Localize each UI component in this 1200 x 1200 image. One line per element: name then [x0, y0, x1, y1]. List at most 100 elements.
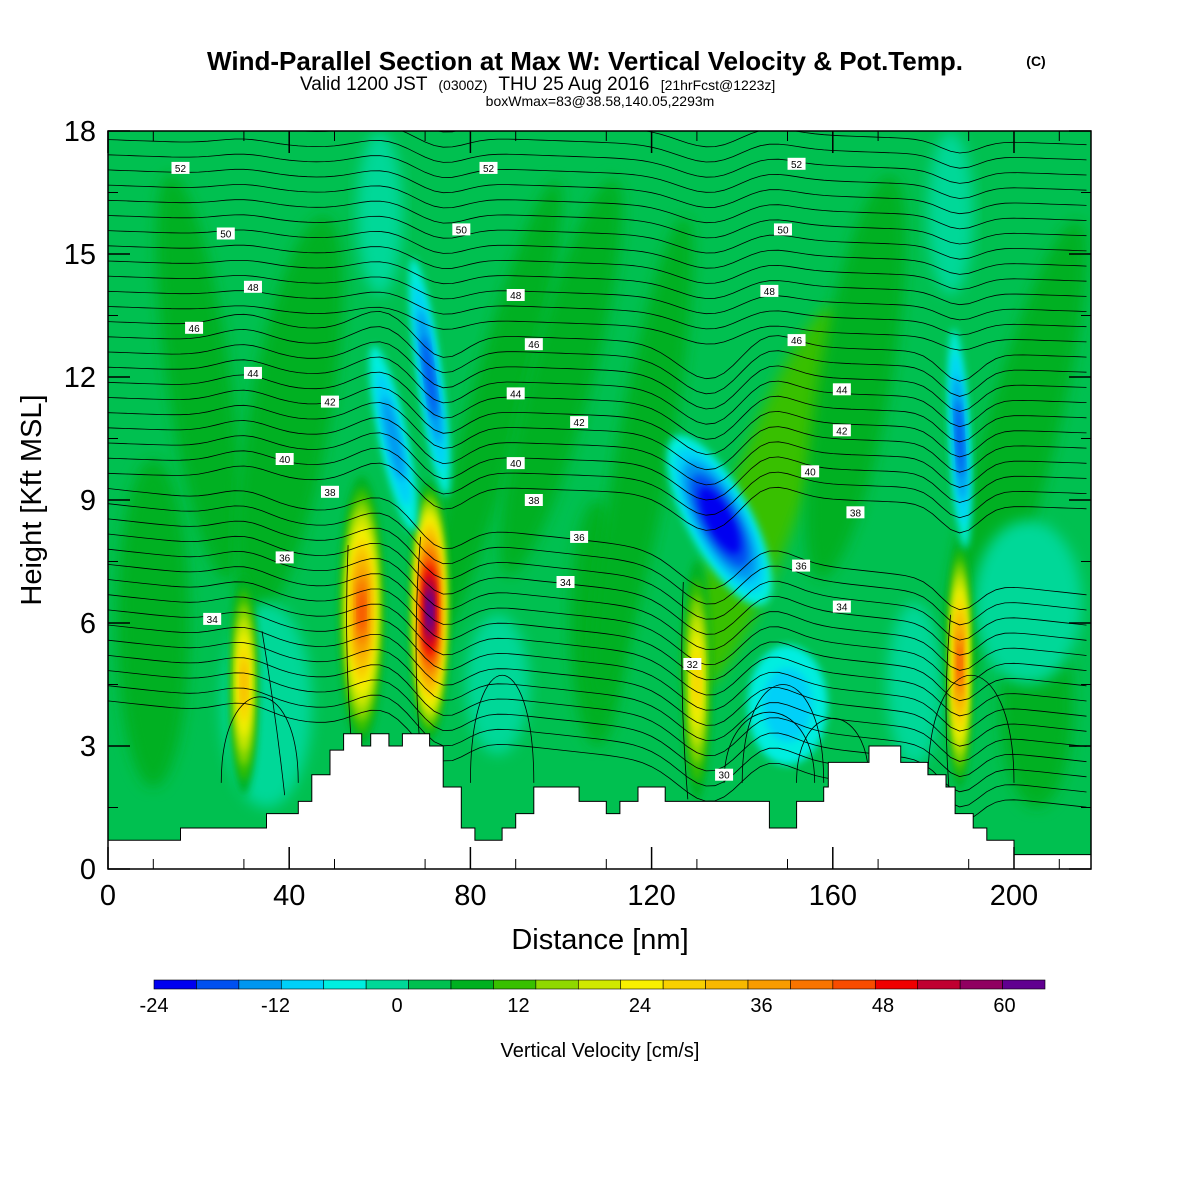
contour-label: 42 [320, 395, 339, 409]
valid-line: Valid 1200 JST (0300Z) THU 25 Aug 2016 [… [300, 74, 775, 95]
y-tick-label: 12 [64, 362, 96, 394]
colorbar-tick-label: 12 [507, 995, 529, 1017]
colorbar-tick-label: 36 [750, 995, 772, 1017]
field-band [499, 178, 623, 576]
terrain [108, 733, 1091, 869]
field-band [686, 306, 843, 694]
contour-label-text: 48 [510, 291, 522, 302]
contour-label-text: 38 [324, 488, 336, 499]
isentrope-line [108, 168, 1087, 215]
contour-label-text: 40 [279, 455, 291, 466]
colorbar-swatch [832, 979, 876, 990]
y-tick-label: 18 [64, 116, 96, 148]
contour-label-text: 50 [777, 225, 789, 236]
contour-label-text: 36 [574, 533, 586, 544]
isentrope-line [108, 275, 1087, 321]
colorbar-swatch [874, 979, 919, 990]
contour-label-text: 36 [796, 562, 808, 573]
contour-label: 42 [570, 416, 589, 429]
field-band [592, 216, 693, 702]
colorbar-label: Vertical Velocity [cm/s] [501, 1040, 700, 1062]
contour-labels: 52 52 52 50 50 50 48 48 48 46 46 46 44 44 44 42 42 42 40 40… [171, 157, 865, 782]
contour-label-text: 40 [510, 459, 522, 470]
colorbar-tick-label: -24 [140, 995, 169, 1017]
downdraft-shell [422, 335, 437, 419]
colorbar-swatch [620, 979, 664, 990]
contour-label: 48 [760, 284, 779, 298]
plot-area: 52 52 52 50 50 50 48 48 48 46 46 46 44 44 44 42 42 42 40 40… [108, 131, 1091, 869]
colorbar-swatch [747, 979, 791, 990]
colorbar-swatch [535, 979, 579, 990]
contour-label: 50 [773, 223, 792, 236]
contour-label-text: 42 [574, 418, 586, 429]
contour-label: 40 [506, 457, 525, 470]
isentrope-line [108, 290, 1087, 336]
contour-label-text: 48 [247, 283, 259, 294]
contour-label-text: 42 [324, 398, 336, 409]
contour-label: 32 [683, 658, 702, 671]
colorbar-swatch [1002, 979, 1046, 990]
isentrope-line [108, 356, 1087, 428]
colorbar-swatch [959, 979, 1003, 990]
isentrope-line [108, 655, 1087, 778]
isentrope-line [108, 259, 1087, 306]
contour-label-text: 40 [805, 467, 817, 478]
chart-titles: Wind-Parallel Section at Max W: Vertical… [207, 46, 1046, 109]
downdraft-shell [706, 499, 733, 542]
colorbar-tick-label: -12 [261, 995, 290, 1017]
colorbar-tick-label: 0 [391, 995, 402, 1017]
contour-label-text: 34 [207, 615, 219, 626]
contour-label: 52 [787, 157, 806, 171]
isentrope-line [108, 518, 1087, 641]
contour-label-text: 50 [456, 225, 468, 236]
isentrope-line [108, 341, 1087, 412]
isentrope-line [108, 564, 1087, 687]
contour-label-text: 46 [189, 324, 201, 335]
contour-label-text: 52 [175, 164, 187, 175]
downdraft-shell [382, 397, 405, 480]
isentrope-line [108, 579, 1087, 702]
colorbar-swatch [705, 979, 749, 990]
contour-label: 46 [787, 334, 806, 347]
isentrope-arc [220, 696, 299, 783]
contour-label-text: 30 [719, 771, 731, 782]
contour-label: 34 [203, 612, 222, 626]
isentrope-line [108, 624, 1087, 747]
contour-label-text: 46 [528, 340, 540, 351]
contour-label: 34 [832, 600, 851, 614]
isentrope-line [108, 305, 1087, 351]
contour-label-text: 38 [528, 496, 540, 507]
isentrope-line [108, 417, 1087, 488]
contour-label-text: 44 [247, 369, 259, 380]
isentrope-line [108, 229, 1087, 275]
colorbar-swatch [493, 979, 537, 990]
colorbar-swatch [280, 979, 325, 990]
contour-label-text: 52 [791, 160, 803, 171]
colorbar: -24 -12 0 12 24 36 48 60 [140, 979, 1046, 1017]
colorbar-swatch [196, 979, 240, 990]
contour-label: 36 [792, 559, 811, 573]
isentrope-line [108, 594, 1087, 717]
y-tick-label: 15 [64, 239, 96, 271]
field-band [235, 215, 343, 621]
isentrope-line [108, 447, 1087, 519]
contour-label: 36 [570, 530, 589, 544]
contour-label-text: 46 [791, 336, 803, 347]
isentrope-line [108, 548, 1087, 671]
contour-label: 34 [556, 576, 575, 589]
isentrope-lines [108, 131, 1087, 823]
contour-label: 44 [832, 383, 851, 396]
isentrope-edge [681, 581, 689, 800]
y-axis-label: Height [Kft MSL] [16, 394, 48, 605]
y-tick-label: 6 [80, 608, 96, 640]
colorbar-swatch [917, 979, 961, 990]
boxmax-line: boxWmax=83@38.58,140.05,2293m [486, 93, 715, 109]
contour-label-text: 32 [687, 660, 699, 671]
updraft-shell [358, 590, 365, 632]
y-tick-label: 0 [80, 854, 96, 886]
contour-label: 48 [243, 280, 262, 294]
y-tick-label: 9 [80, 485, 96, 517]
isentrope-line [108, 609, 1087, 732]
contour-label-text: 42 [836, 426, 848, 437]
